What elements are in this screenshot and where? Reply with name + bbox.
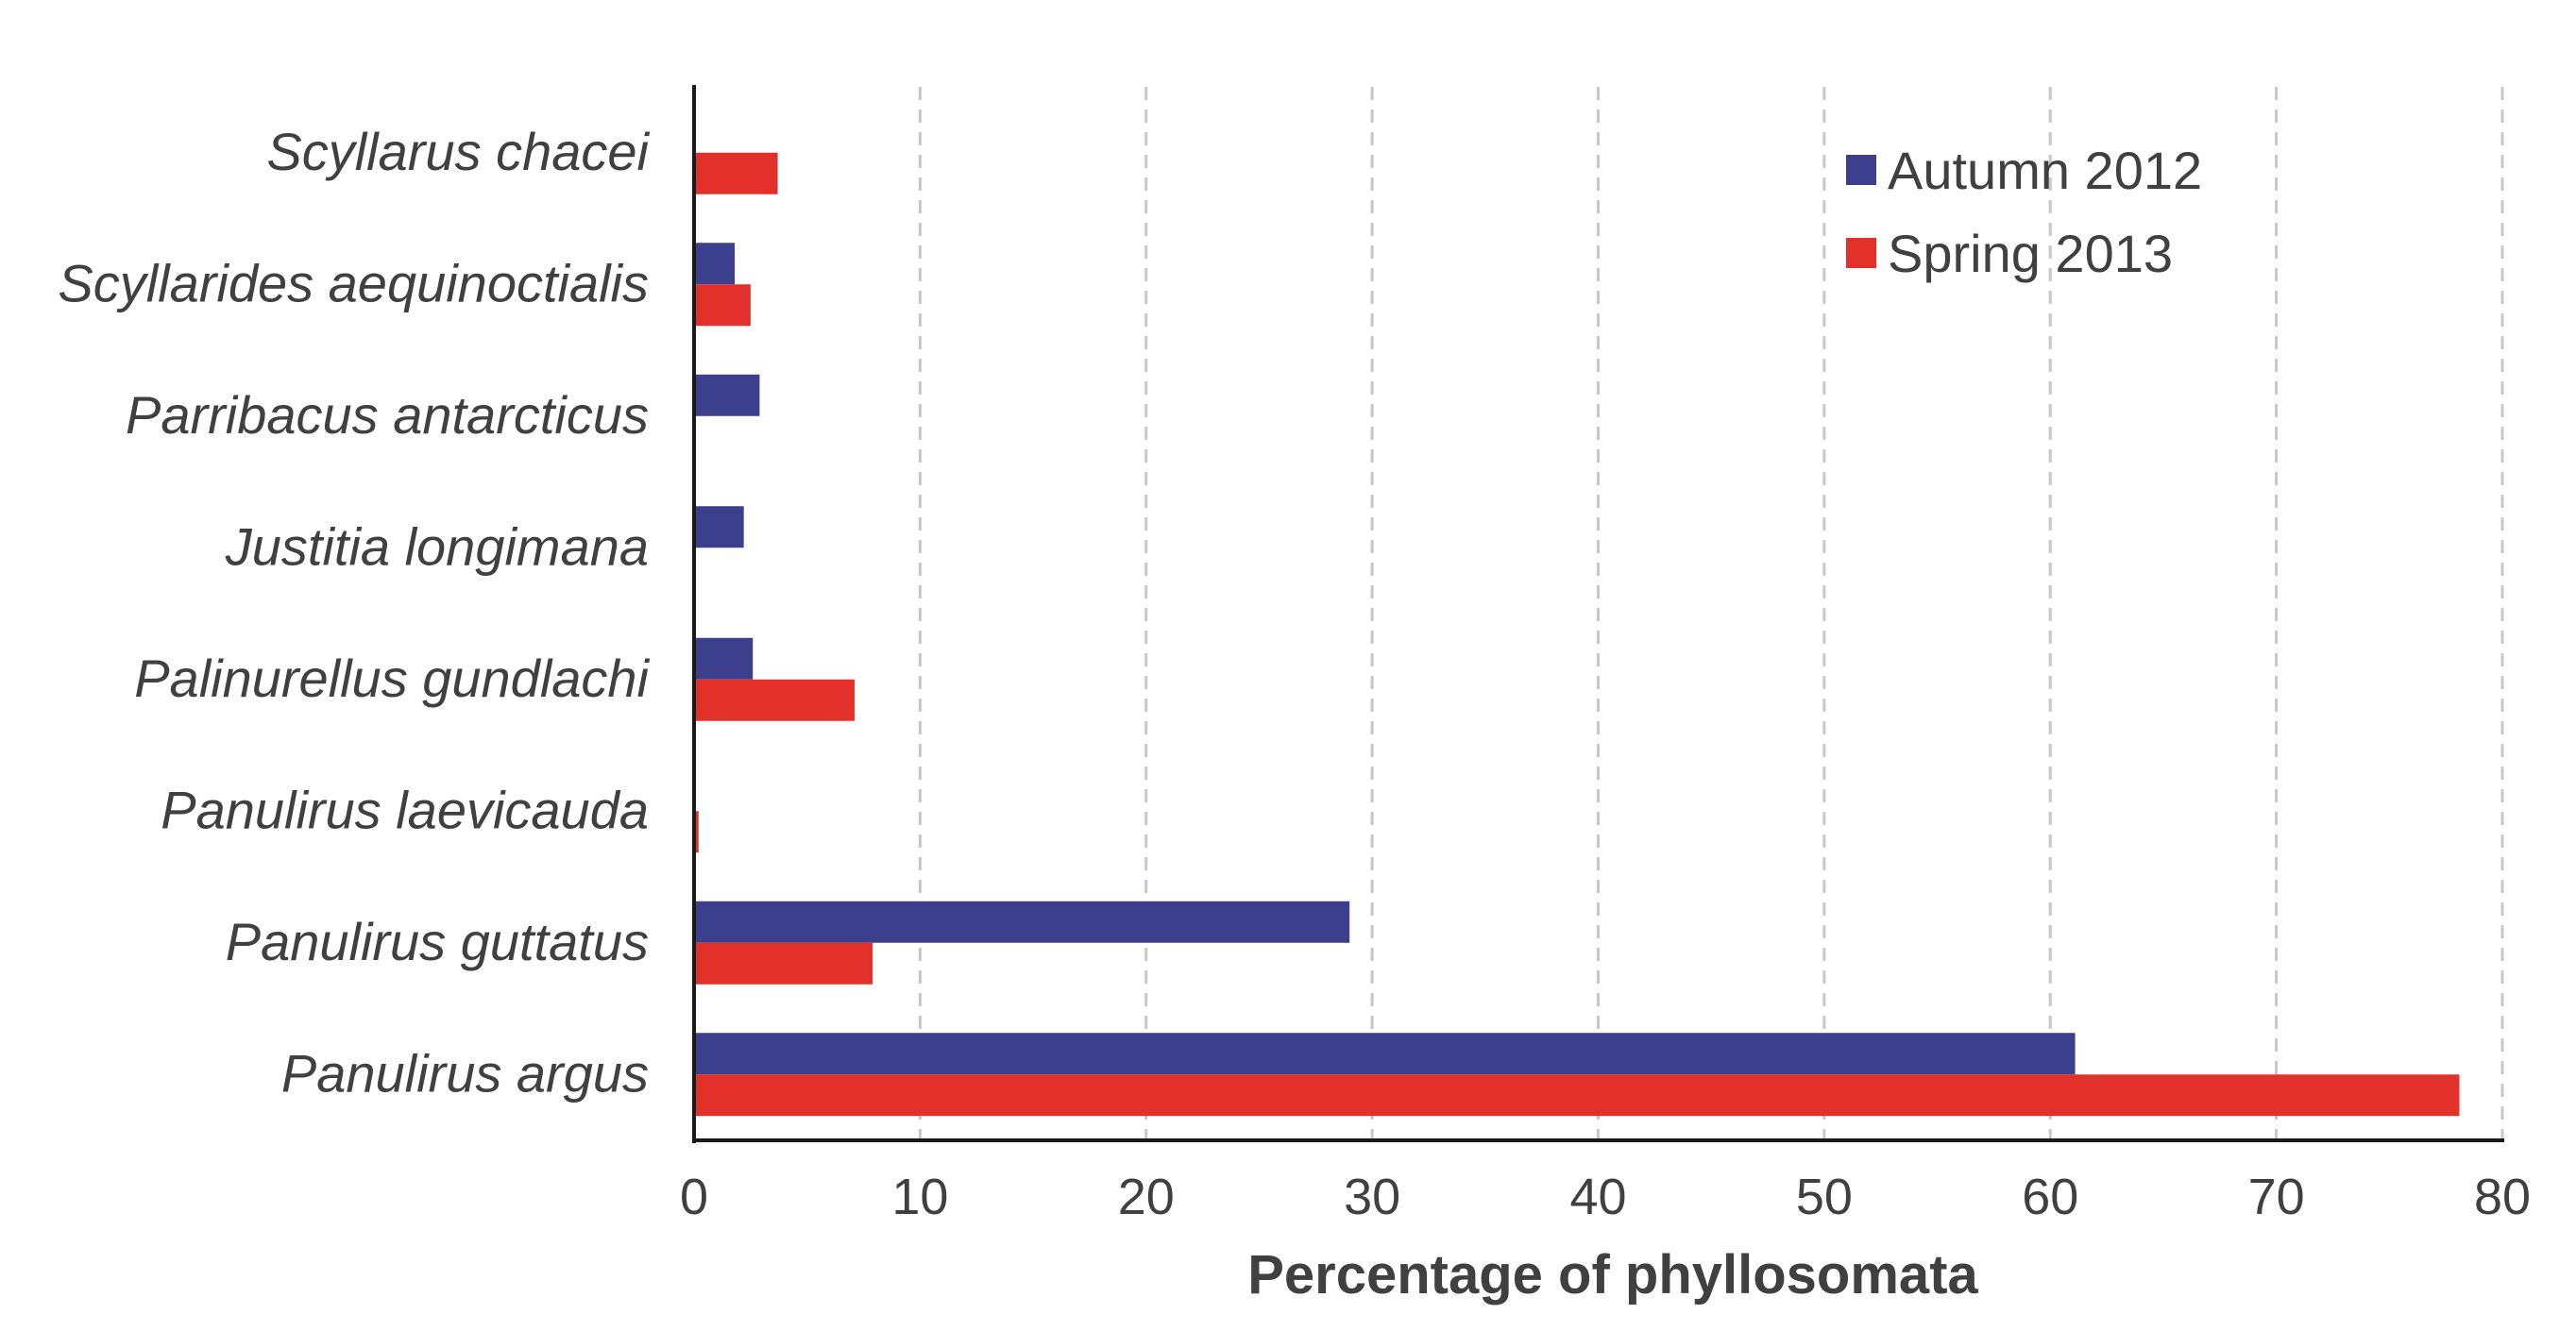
axes [692,85,2504,1143]
category-label-scyllarides-aequinoctialis: Scyllarides aequinoctialis [58,253,649,312]
legend-label-autumn-2012: Autumn 2012 [1888,141,2202,200]
x-tick-label-80: 80 [2474,1169,2531,1225]
category-label-panulirus-guttatus: Panulirus guttatus [226,912,649,971]
bar-spring-2013-scyllarides-aequinoctialis [694,284,751,327]
x-tick-labels: 0 10 20 30 40 50 60 70 80 [680,1169,2531,1225]
bar-spring-2013-scyllarus-chacei [694,152,778,194]
x-tick-label-20: 20 [1118,1169,1175,1225]
x-tick-label-70: 70 [2248,1169,2305,1225]
bar-autumn-2012-panulirus-guttatus [694,901,1350,943]
bar-autumn-2012-scyllarides-aequinoctialis [694,243,736,285]
category-label-panulirus-argus: Panulirus argus [281,1043,649,1103]
legend-swatch-spring-2013 [1846,238,1876,268]
bar-autumn-2012-palinurellus-gundlachi [694,637,754,680]
bar-spring-2013-panulirus-argus [694,1074,2460,1117]
bars [694,152,2460,1117]
bar-spring-2013-palinurellus-gundlachi [694,679,855,721]
bar-autumn-2012-parribacus-antarcticus [694,374,760,416]
legend[interactable]: Autumn 2012 Spring 2013 [1846,141,2202,283]
gridlines [918,87,2504,1140]
legend-swatch-autumn-2012 [1846,155,1876,185]
x-tick-label-60: 60 [2022,1169,2078,1225]
category-label-panulirus-laevicauda: Panulirus laevicauda [161,780,649,839]
bar-spring-2013-panulirus-guttatus [694,942,873,985]
x-tick-label-10: 10 [891,1169,948,1225]
bar-spring-2013-panulirus-laevicauda [694,811,699,853]
category-label-palinurellus-gundlachi: Palinurellus gundlachi [134,649,650,708]
x-tick-label-50: 50 [1796,1169,1853,1225]
x-tick-label-40: 40 [1569,1169,1626,1225]
x-axis-title: Percentage of phyllosomata [1247,1244,1978,1306]
category-label-justitia-longimana: Justitia longimana [225,516,649,576]
legend-label-spring-2013: Spring 2013 [1888,224,2173,283]
x-tick-label-30: 30 [1344,1169,1400,1225]
category-label-parribacus-antarcticus: Parribacus antarcticus [126,385,649,445]
category-labels: Scyllarus chacei Scyllarides aequinoctial… [58,122,650,1104]
bar-autumn-2012-justitia-longimana [694,506,744,548]
bar-autumn-2012-panulirus-argus [694,1033,2076,1075]
x-tick-label-0: 0 [680,1169,708,1225]
category-label-scyllarus-chacei: Scyllarus chacei [266,122,650,181]
